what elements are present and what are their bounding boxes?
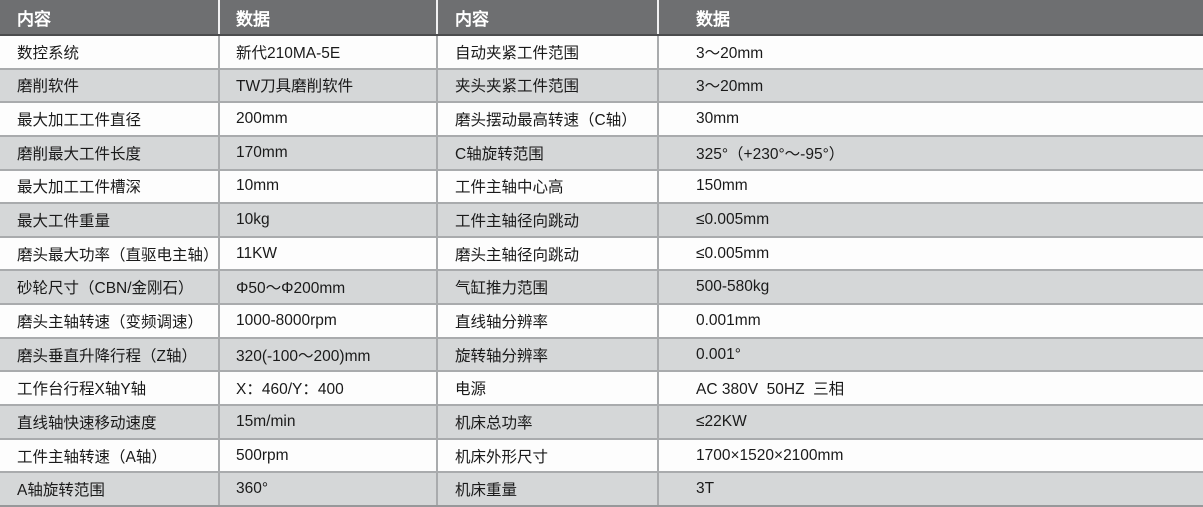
spec-value-left: 360°	[218, 471, 437, 507]
spec-label-right: C轴旋转范围	[436, 134, 658, 170]
table-row: 磨削最大工件长度 170mm C轴旋转范围 325°（+230°～-95°）	[0, 134, 1203, 170]
table-row: 磨削软件 TW刀具磨削软件 夹头夹紧工件范围 3～20mm	[0, 67, 1203, 103]
spec-label-left: 数控系统	[17, 44, 80, 62]
spec-value-right: 0.001mm	[657, 303, 1203, 338]
spec-value-right: 0.001°	[657, 336, 1203, 372]
spec-table-header: 内容 数据 内容 数据	[0, 0, 1203, 36]
spec-label-right: 磨头摆动最高转速（C轴）	[436, 101, 658, 136]
spec-value-right: 3～20mm	[657, 35, 1203, 69]
spec-value-right: ≤22KW	[657, 404, 1203, 439]
spec-label-left: 直线轴快速移动速度	[0, 404, 219, 439]
table-row: 磨头主轴转速（变频调速） 1000-8000rpm 直线轴分辨率 0.001mm	[0, 303, 1203, 338]
spec-label-right: 自动夹紧工件范围	[436, 35, 658, 69]
spec-value-left: 新代210MA-5E	[218, 35, 437, 69]
spec-label-left: 工件主轴转速（A轴）	[0, 437, 219, 473]
spec-label-left: 磨头垂直升降行程（Z轴）	[0, 336, 219, 372]
table-row: 磨头最大功率（直驱电主轴） 11KW 磨头主轴径向跳动 ≤0.005mm	[0, 235, 1203, 271]
spec-label-right: 工件主轴径向跳动	[436, 202, 658, 237]
spec-label-right: 气缸推力范围	[436, 269, 658, 305]
spec-label-right: 磨头主轴径向跳动	[436, 235, 658, 271]
spec-value-right: ≤0.005mm	[657, 202, 1203, 237]
spec-label-left: 砂轮尺寸（CBN/金刚石）	[0, 269, 219, 305]
spec-label-left: 最大工件重量	[0, 202, 219, 237]
spec-label-left: 磨削最大工件长度	[0, 134, 219, 170]
table-row: 数控系统 新代210MA-5E 自动夹紧工件范围 3～20mm	[0, 35, 1203, 69]
spec-label-right: 夹头夹紧工件范围	[436, 67, 658, 103]
spec-value-right: 3～20mm	[657, 67, 1203, 103]
spec-label-right: 工件主轴中心高	[436, 168, 658, 204]
spec-value-right: 150mm	[657, 168, 1203, 204]
spec-value-left: 15m/min	[218, 404, 437, 439]
spec-value-right: ≤0.005mm	[657, 235, 1203, 271]
spec-label-right: 电源	[436, 370, 658, 406]
spec-value-right: 3T	[657, 471, 1203, 507]
spec-label-left: 工作台行程X轴Y轴	[0, 370, 219, 406]
spec-value-left: 1000-8000rpm	[218, 303, 437, 338]
spec-value-left: 320(-100～200)mm	[218, 336, 437, 372]
column-header-data-left: 数据	[218, 0, 437, 36]
spec-label-right: 机床总功率	[436, 404, 658, 439]
column-header-data-right: 数据	[657, 0, 1203, 36]
spec-label-right: 机床外形尺寸	[436, 437, 658, 473]
spec-label-left: 磨头主轴转速（变频调速）	[0, 303, 219, 338]
spec-value-left: 170mm	[218, 134, 437, 170]
header-row: 内容 数据 内容 数据	[0, 0, 1203, 36]
column-header-content-left: 内容	[0, 0, 219, 36]
spec-value-right: 500-580kg	[657, 269, 1203, 305]
spec-value-left: 500rpm	[218, 437, 437, 473]
spec-value-right: 325°（+230°～-95°）	[657, 134, 1203, 170]
column-header-content-right: 内容	[436, 0, 658, 36]
spec-label-right: 旋转轴分辨率	[436, 336, 658, 372]
spec-value-left: TW刀具磨削软件	[218, 67, 437, 103]
table-row: 工作台行程X轴Y轴 X：460/Y：400 电源 AC 380V 50HZ 三相	[0, 370, 1203, 406]
spec-table-body: 数控系统 新代210MA-5E 自动夹紧工件范围 3～20mm 磨削软件 TW刀…	[0, 35, 1203, 507]
spec-value-right: 30mm	[657, 101, 1203, 136]
spec-label-left: A轴旋转范围	[0, 471, 219, 507]
spec-value-left: 10kg	[218, 202, 437, 237]
table-row: A轴旋转范围 360° 机床重量 3T	[0, 471, 1203, 507]
table-row: 最大加工工件直径 200mm 磨头摆动最高转速（C轴） 30mm	[0, 101, 1203, 136]
table-row: 最大加工工件槽深 10mm 工件主轴中心高 150mm	[0, 168, 1203, 204]
table-row: 磨头垂直升降行程（Z轴） 320(-100～200)mm 旋转轴分辨率 0.00…	[0, 336, 1203, 372]
spec-value-right: AC 380V 50HZ 三相	[657, 370, 1203, 406]
spec-value-right: 1700×1520×2100mm	[657, 437, 1203, 473]
spec-label-left: 磨头最大功率（直驱电主轴）	[0, 235, 219, 271]
spec-value-left: Φ50～Φ200mm	[218, 269, 437, 305]
table-row: 直线轴快速移动速度 15m/min 机床总功率 ≤22KW	[0, 404, 1203, 439]
spec-value-left: 200mm	[218, 101, 437, 136]
spec-label-right: 机床重量	[436, 471, 658, 507]
spec-label-left: 磨削软件	[0, 67, 219, 103]
table-row: 砂轮尺寸（CBN/金刚石） Φ50～Φ200mm 气缸推力范围 500-580k…	[0, 269, 1203, 305]
spec-label-left: 最大加工工件槽深	[0, 168, 219, 204]
spec-value-left: 10mm	[218, 168, 437, 204]
spec-label-left: 最大加工工件直径	[0, 101, 219, 136]
table-row: 最大工件重量 10kg 工件主轴径向跳动 ≤0.005mm	[0, 202, 1203, 237]
table-row: 工件主轴转速（A轴） 500rpm 机床外形尺寸 1700×1520×2100m…	[0, 437, 1203, 473]
spec-value-left: 11KW	[218, 235, 437, 271]
spec-label-right: 直线轴分辨率	[436, 303, 658, 338]
spec-value-left: X：460/Y：400	[218, 370, 437, 406]
